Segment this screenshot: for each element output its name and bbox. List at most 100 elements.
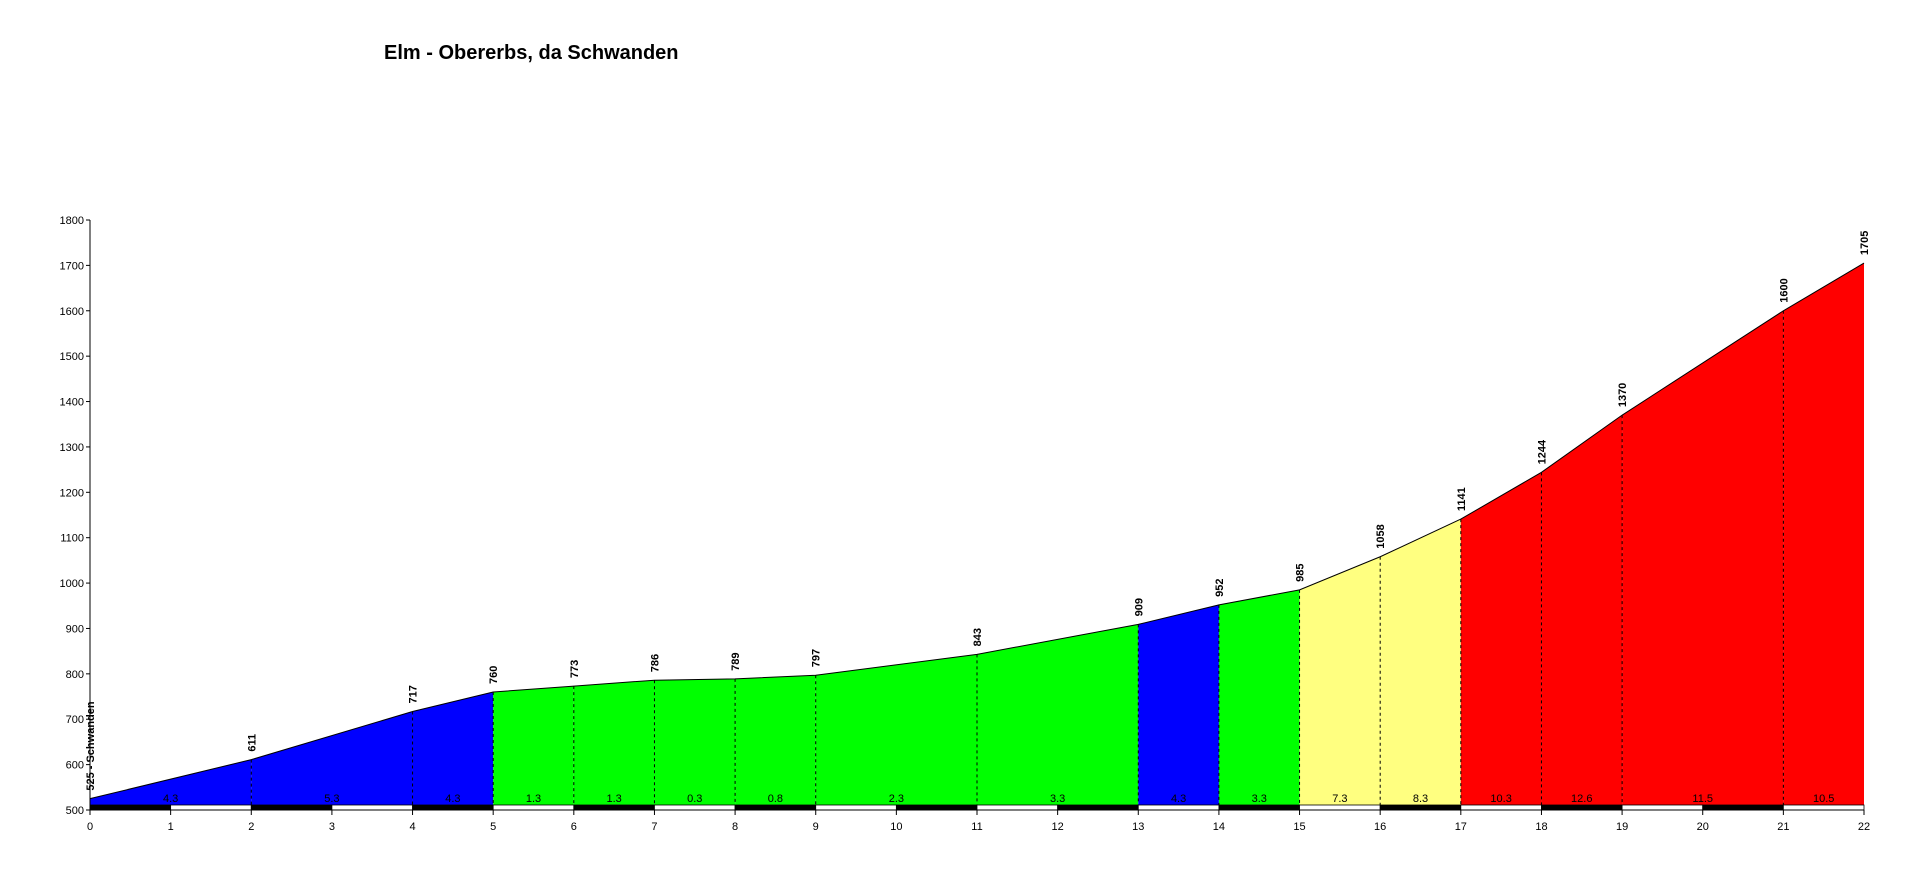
y-tick-label-900: 900 xyxy=(66,623,84,635)
x-tick-label-15: 15 xyxy=(1293,821,1305,833)
gradient-label-7: 2.3 xyxy=(889,793,904,805)
x-tick-label-9: 9 xyxy=(813,821,819,833)
y-tick-label-1600: 1600 xyxy=(60,306,84,318)
strip-km-2 xyxy=(250,804,333,811)
x-tick-label-19: 19 xyxy=(1616,821,1628,833)
elevation-label-1: 611 xyxy=(246,734,258,752)
strip-km-20 xyxy=(1702,804,1784,811)
gradient-label-2: 4.3 xyxy=(445,793,460,805)
segment-area-2 xyxy=(412,692,494,810)
segment-area-3 xyxy=(493,686,574,810)
y-tick-label-500: 500 xyxy=(66,805,84,817)
strip-km-15 xyxy=(1299,804,1381,811)
strip-km-12 xyxy=(1057,804,1139,811)
strip-km-13 xyxy=(1137,804,1220,811)
elevation-label-7: 797 xyxy=(811,649,823,667)
strip-km-14 xyxy=(1218,804,1300,811)
gradient-label-4: 1.3 xyxy=(606,793,621,805)
elevation-label-13: 1141 xyxy=(1456,487,1468,511)
gradient-labels: 4.3 5.3 4.3 1.3 1.3 0.3 0.8 2.3 3.3 4.3 3.3 7.3 8.3 1… xyxy=(163,793,1834,805)
x-tick-label-6: 6 xyxy=(571,821,577,833)
segment-area-14 xyxy=(1541,415,1623,810)
x-tick-label-3: 3 xyxy=(329,821,335,833)
gradient-label-5: 0.3 xyxy=(687,793,702,805)
x-tick-label-12: 12 xyxy=(1052,821,1064,833)
segment-area-6 xyxy=(735,675,816,810)
x-tick-label-17: 17 xyxy=(1455,821,1467,833)
elevation-label-14: 1244 xyxy=(1536,439,1548,464)
strip-km-5 xyxy=(492,804,575,811)
gradient-label-11: 7.3 xyxy=(1332,793,1347,805)
segment-area-11 xyxy=(1299,556,1381,810)
elevation-label-3: 760 xyxy=(488,666,500,684)
segment-area-13 xyxy=(1460,472,1542,810)
segment-area-5 xyxy=(654,678,736,810)
elevation-label-15: 1370 xyxy=(1617,383,1629,407)
elevation-label-17: 1705 xyxy=(1859,231,1871,255)
gradient-label-1: 5.3 xyxy=(324,793,339,805)
segment-area-0 xyxy=(90,759,252,810)
strip-km-10 xyxy=(895,804,978,811)
gradient-label-0: 4.3 xyxy=(163,793,178,805)
segment-area-7 xyxy=(815,654,977,810)
y-tick-label-1800: 1800 xyxy=(60,215,84,227)
gradient-label-13: 10.3 xyxy=(1490,793,1511,805)
x-tick-label-20: 20 xyxy=(1697,821,1709,833)
strip-km-7 xyxy=(654,804,736,811)
x-tick-label-7: 7 xyxy=(651,821,657,833)
segment-area-15 xyxy=(1622,310,1784,810)
gradient-label-14: 12.6 xyxy=(1571,793,1592,805)
y-tick-label-1500: 1500 xyxy=(60,351,84,363)
segment-area-8 xyxy=(977,624,1139,810)
segment-area-4 xyxy=(573,680,655,810)
x-tick-label-13: 13 xyxy=(1132,821,1144,833)
y-tick-label-600: 600 xyxy=(66,760,84,772)
gradient-label-16: 10.5 xyxy=(1813,793,1834,805)
x-tick-label-18: 18 xyxy=(1535,821,1547,833)
y-tick-label-1200: 1200 xyxy=(60,487,84,499)
elevation-labels: 525 - Schwanden 611 717 760 773 786 789 797 843 9… xyxy=(85,231,1871,791)
segment-dividers xyxy=(250,310,1784,810)
strip-km-17 xyxy=(1460,804,1542,811)
x-tick-label-21: 21 xyxy=(1777,821,1789,833)
x-tick-label-14: 14 xyxy=(1213,821,1225,833)
x-tick-label-10: 10 xyxy=(890,821,902,833)
elevation-label-4: 773 xyxy=(569,660,581,678)
elevation-label-11: 985 xyxy=(1295,564,1307,582)
gradient-label-9: 4.3 xyxy=(1171,793,1186,805)
strip-km-1 xyxy=(170,804,252,811)
strip-km-18 xyxy=(1541,804,1623,811)
y-tick-label-700: 700 xyxy=(66,714,84,726)
elevation-label-2: 717 xyxy=(408,685,420,703)
elevation-label-5: 786 xyxy=(649,654,661,672)
chart-title: Elm - Obererbs, da Schwanden xyxy=(384,42,679,64)
segment-area-9 xyxy=(1138,604,1219,810)
segment-area-16 xyxy=(1783,263,1864,811)
elevation-label-16: 1600 xyxy=(1778,278,1790,302)
x-tick-label-0: 0 xyxy=(87,821,93,833)
axes: 5006007008009001000110012001300140015001… xyxy=(60,215,1871,833)
y-tick-label-1100: 1100 xyxy=(60,533,84,545)
y-tick-label-1700: 1700 xyxy=(60,260,84,272)
x-tick-label-2: 2 xyxy=(248,821,254,833)
strip-km-8 xyxy=(734,804,817,811)
strip-km-16 xyxy=(1379,804,1462,811)
y-tick-label-1400: 1400 xyxy=(60,397,84,409)
x-tick-label-11: 11 xyxy=(971,821,982,833)
elevation-label-0: 525 - Schwanden xyxy=(85,701,97,791)
segment-area-10 xyxy=(1218,589,1300,810)
strip-km-0 xyxy=(89,804,172,811)
profile-outline xyxy=(89,262,1865,800)
y-tick-label-1000: 1000 xyxy=(60,578,84,590)
strip-km-6 xyxy=(573,804,655,811)
strip-km-19 xyxy=(1621,804,1704,811)
strip-km-21 xyxy=(1782,804,1865,811)
gradient-label-10: 3.3 xyxy=(1252,793,1267,805)
segment-area-1 xyxy=(251,711,413,810)
elevation-label-10: 952 xyxy=(1214,579,1226,597)
x-tick-label-4: 4 xyxy=(409,821,415,833)
strip-km-11 xyxy=(976,804,1059,811)
x-tick-label-5: 5 xyxy=(490,821,496,833)
gradient-label-6: 0.8 xyxy=(768,793,783,805)
segment-area-12 xyxy=(1380,519,1461,810)
